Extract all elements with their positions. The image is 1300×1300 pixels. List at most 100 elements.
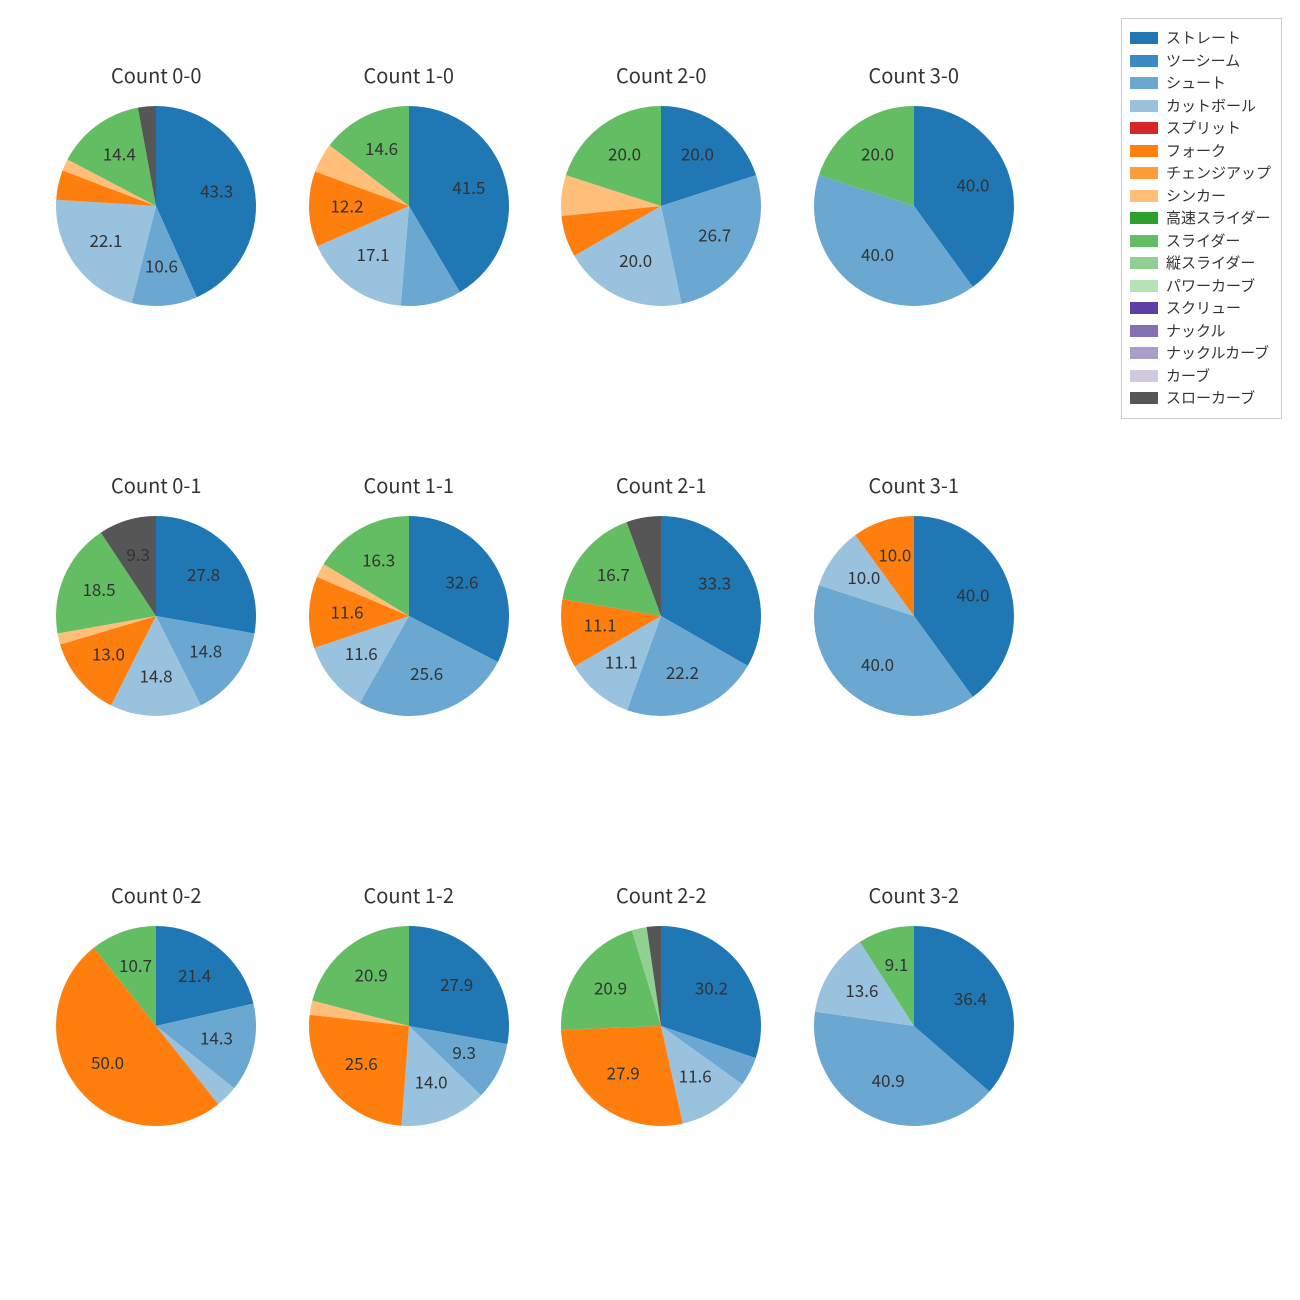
pie-svg: 40.040.010.010.0: [809, 511, 1019, 721]
slice-label: 17.1: [356, 241, 389, 266]
legend-swatch: [1130, 370, 1158, 382]
pie-wrap: 20.0 26.7 20.0 20.0: [556, 101, 766, 311]
slice-label: 21.4: [178, 962, 211, 987]
pie-cell: Count 3-236.440.913.69.1: [788, 880, 1041, 1250]
legend-swatch: [1130, 167, 1158, 179]
slice-label: 25.6: [344, 1050, 377, 1075]
pie-svg: 41.517.112.214.6: [304, 101, 514, 311]
slice-label: 14.6: [365, 135, 398, 160]
slice-label: 20.0: [608, 140, 641, 165]
legend-row: 縦スライダー: [1130, 252, 1271, 275]
slice-label: 10.7: [119, 952, 152, 977]
legend-swatch: [1130, 257, 1158, 269]
legend-row: 高速スライダー: [1130, 207, 1271, 230]
slice-label: 25.6: [410, 660, 443, 685]
pie-cell: Count 2-2 30.211.627.920.9: [535, 880, 788, 1250]
slice-label: 40.0: [956, 581, 989, 606]
pie-cell: Count 3-0 40.040.020.0: [788, 60, 1041, 430]
legend-swatch: [1130, 280, 1158, 292]
legend-swatch: [1130, 32, 1158, 44]
slice-label: 22.2: [666, 659, 699, 684]
pie-svg: 32.625.611.611.616.3: [304, 511, 514, 721]
legend-row: カットボール: [1130, 95, 1271, 118]
pie-svg: 30.211.627.920.9: [556, 921, 766, 1131]
slice-label: 20.0: [619, 247, 652, 272]
pie-wrap: 27.814.814.813.018.59.3: [51, 511, 261, 721]
slice-label: 27.8: [187, 561, 220, 586]
pie-grid: Count 0-043.310.622.114.4Count 1-041.517…: [30, 60, 1040, 1250]
slice-label: 16.7: [597, 561, 630, 586]
legend-row: スローカーブ: [1130, 387, 1271, 410]
slice-label: 11.6: [679, 1062, 712, 1087]
slice-label: 14.8: [189, 638, 222, 663]
pie-cell: Count 1-041.517.112.214.6: [283, 60, 536, 430]
legend-swatch: [1130, 235, 1158, 247]
slice-label: 14.3: [200, 1024, 233, 1049]
pie-title: Count 2-0: [616, 60, 706, 89]
pie-svg: 21.4 14.3 50.0 10.7: [51, 921, 261, 1131]
slice-label: 11.1: [584, 612, 617, 637]
pie-wrap: 40.040.010.010.0: [809, 511, 1019, 721]
legend-swatch: [1130, 122, 1158, 134]
legend-label: チェンジアップ: [1166, 162, 1271, 185]
slice-label: 10.0: [878, 542, 911, 567]
slice-label: 9.1: [884, 951, 908, 976]
pie-cell: Count 2-133.322.211.111.116.7: [535, 470, 788, 840]
legend-swatch: [1130, 55, 1158, 67]
slice-label: 13.0: [92, 640, 125, 665]
pie-svg: 33.322.211.111.116.7: [556, 511, 766, 721]
pie-wrap: 43.310.622.114.4: [51, 101, 261, 311]
legend-label: ツーシーム: [1166, 50, 1240, 73]
slice-label: 27.9: [440, 971, 473, 996]
legend-label: カットボール: [1166, 95, 1256, 118]
legend-label: ナックル: [1166, 320, 1226, 343]
slice-label: 14.0: [414, 1069, 447, 1094]
slice-label: 9.3: [127, 541, 151, 566]
pie-svg: 36.440.913.69.1: [809, 921, 1019, 1131]
legend-label: パワーカーブ: [1166, 275, 1255, 298]
legend-swatch: [1130, 302, 1158, 314]
pie-cell: Count 0-127.814.814.813.018.59.3: [30, 470, 283, 840]
legend-swatch: [1130, 100, 1158, 112]
slice-label: 20.9: [594, 975, 627, 1000]
legend-row: ツーシーム: [1130, 50, 1271, 73]
legend-row: フォーク: [1130, 140, 1271, 163]
slice-label: 10.0: [847, 564, 880, 589]
legend-swatch: [1130, 190, 1158, 202]
slice-label: 26.7: [698, 222, 731, 247]
pie-wrap: 21.4 14.3 50.0 10.7: [51, 921, 261, 1131]
legend-label: ストレート: [1166, 27, 1241, 50]
slice-label: 12.2: [330, 193, 363, 218]
legend-label: スローカーブ: [1166, 387, 1255, 410]
legend-row: シンカー: [1130, 185, 1271, 208]
legend-label: スライダー: [1166, 230, 1240, 253]
pie-title: Count 3-0: [869, 60, 959, 89]
pie-svg: 43.310.622.114.4: [51, 101, 261, 311]
pie-title: Count 0-0: [111, 60, 201, 89]
legend-row: ナックル: [1130, 320, 1271, 343]
pie-cell: Count 1-227.99.314.025.620.9: [283, 880, 536, 1250]
slice-label: 32.6: [445, 568, 478, 593]
slice-label: 40.9: [871, 1067, 904, 1092]
legend-label: 縦スライダー: [1166, 252, 1255, 275]
legend-label: スクリュー: [1166, 297, 1241, 320]
slice-label: 50.0: [91, 1049, 124, 1074]
pie-title: Count 1-2: [364, 880, 454, 909]
pie-wrap: 41.517.112.214.6: [304, 101, 514, 311]
pie-svg: 40.040.020.0: [809, 101, 1019, 311]
pie-cell: Count 1-132.625.611.611.616.3: [283, 470, 536, 840]
slice-label: 14.4: [103, 141, 136, 166]
pie-title: Count 2-2: [616, 880, 706, 909]
pie-wrap: 40.040.020.0: [809, 101, 1019, 311]
legend-label: 高速スライダー: [1166, 207, 1270, 230]
legend: ストレートツーシームシュートカットボールスプリットフォークチェンジアップシンカー…: [1121, 18, 1282, 419]
slice-label: 36.4: [954, 985, 987, 1010]
pie-svg: 27.99.314.025.620.9: [304, 921, 514, 1131]
slice-label: 20.0: [681, 140, 714, 165]
slice-label: 33.3: [698, 570, 731, 595]
slice-label: 40.0: [956, 171, 989, 196]
legend-label: スプリット: [1166, 117, 1241, 140]
slice-label: 16.3: [362, 547, 395, 572]
slice-label: 43.3: [200, 178, 233, 203]
legend-row: スクリュー: [1130, 297, 1271, 320]
